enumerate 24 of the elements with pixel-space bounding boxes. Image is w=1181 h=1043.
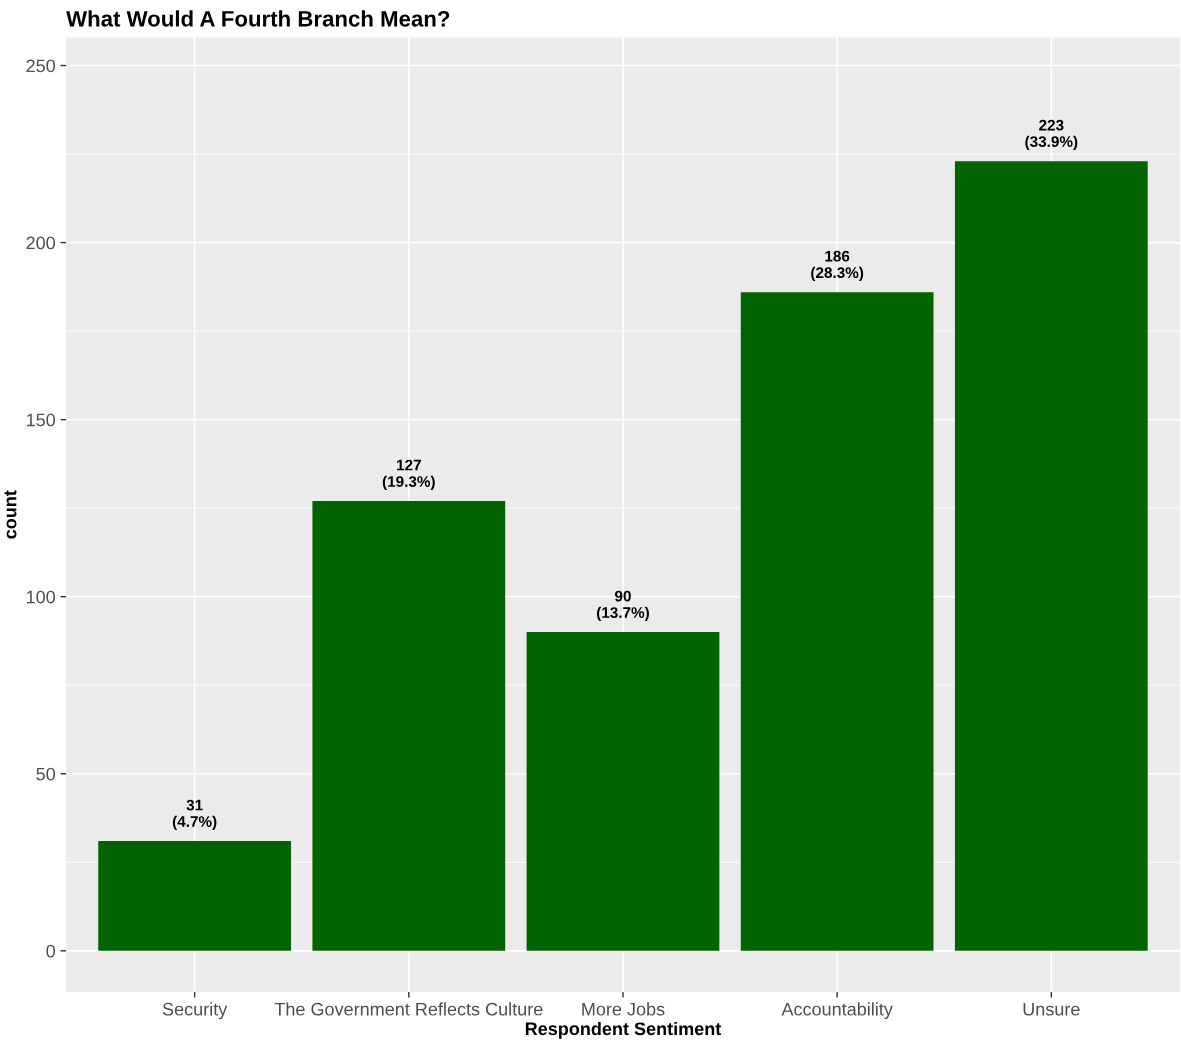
x-tick-label: Security bbox=[162, 1002, 228, 1020]
x-axis-title: Respondent Sentiment bbox=[525, 1021, 722, 1039]
data-label: 127 (19.3%) bbox=[382, 459, 435, 490]
bar bbox=[312, 501, 506, 951]
x-tick-label: Accountability bbox=[781, 1002, 893, 1020]
y-tick-label: 150 bbox=[26, 413, 56, 427]
data-label: 186 (28.3%) bbox=[811, 250, 864, 282]
data-label: 31 (4.7%) bbox=[172, 799, 217, 830]
chart-title: What Would A Fourth Branch Mean? bbox=[66, 10, 450, 27]
bar bbox=[740, 292, 934, 951]
y-tick-label: 250 bbox=[26, 59, 56, 73]
bar bbox=[526, 632, 720, 951]
y-tick-label: 0 bbox=[46, 944, 56, 958]
data-label: 90 (13.7%) bbox=[596, 590, 649, 621]
x-tick-label: Unsure bbox=[1023, 1002, 1080, 1016]
y-tick-label: 100 bbox=[26, 590, 56, 604]
x-tick-label: More Jobs bbox=[582, 1002, 665, 1016]
y-tick-label: 200 bbox=[26, 236, 56, 250]
x-tick-label: The Government Reflects Culture bbox=[274, 1002, 543, 1016]
y-axis-title: count bbox=[4, 490, 17, 539]
data-label: 223 (33.9%) bbox=[1025, 119, 1078, 151]
bar bbox=[98, 841, 292, 951]
y-tick-label: 50 bbox=[36, 767, 56, 781]
bar bbox=[954, 161, 1148, 951]
